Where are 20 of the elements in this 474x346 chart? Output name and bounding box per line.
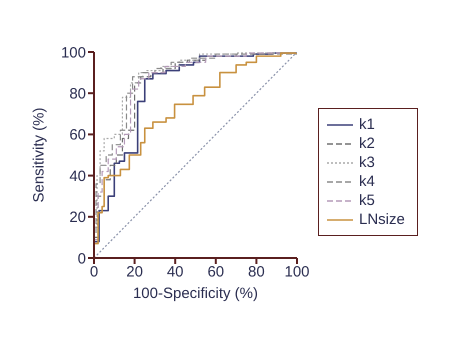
x-tick-label: 80 [248,264,265,281]
y-tick-label: 40 [69,168,86,185]
y-axis-title: Sensitivity (%) [30,107,48,203]
x-tick-label: 20 [126,264,143,281]
legend-label: k4 [359,172,375,191]
legend-label: LNsize [359,210,405,229]
legend-label: k3 [359,153,375,172]
x-tick-label: 60 [207,264,224,281]
y-tick-label: 0 [78,250,86,268]
y-tick-label: 60 [69,126,86,144]
x-tick-label: 40 [166,264,184,281]
legend-label: k5 [359,191,375,210]
y-tick-label: 80 [69,86,86,103]
x-axis-title: 100-Specificity (%) [132,285,258,302]
legend-label: k2 [359,134,375,153]
x-tick-label: 0 [90,264,98,281]
y-tick-label: 100 [60,44,86,62]
x-tick-label: 100 [284,264,310,281]
y-tick-label: 20 [69,209,86,226]
legend-label: k1 [359,115,375,134]
